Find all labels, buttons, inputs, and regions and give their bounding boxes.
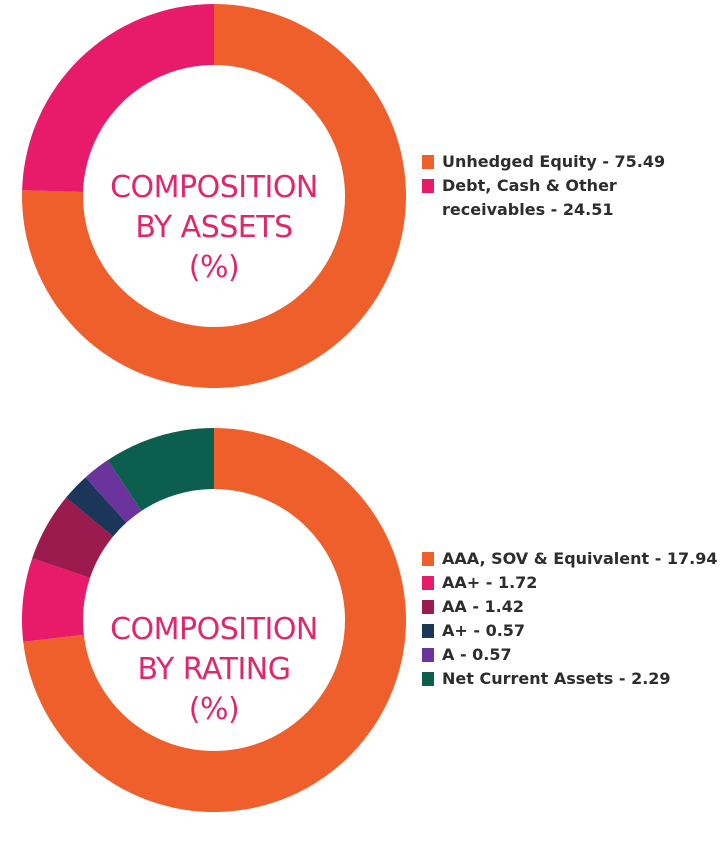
legend-label: AA - 1.42 (442, 597, 525, 616)
assets-donut-chart (22, 3, 407, 388)
donut-slice-unhedged-equity (22, 4, 407, 388)
rating-title-line-2: BY RATING (137, 652, 292, 687)
rating-legend: AAA, SOV & Equivalent - 17.94 AA+ - 1.72… (422, 547, 722, 691)
donut-slice-net-current-assets (107, 428, 214, 511)
legend-item-aaa-sov: AAA, SOV & Equivalent - 17.94 (422, 547, 722, 571)
donut-slice-aa (21, 558, 90, 642)
assets-chart-title: COMPOSITION BY ASSETS (%) (64, 168, 364, 288)
legend-item-a: A - 0.57 (422, 643, 722, 667)
legend-swatch (422, 648, 434, 662)
legend-swatch (422, 155, 434, 169)
legend-item-aa: AA - 1.42 (422, 595, 722, 619)
legend-item-a-plus: A+ - 0.57 (422, 619, 722, 643)
legend-item-aa-plus: AA+ - 1.72 (422, 571, 722, 595)
legend-label: Debt, Cash & Other receivables - 24.51 (442, 176, 617, 219)
legend-label: Unhedged Equity - 75.49 (442, 152, 666, 171)
donut-slice-aa (32, 497, 114, 578)
donut-slice-a (85, 460, 142, 523)
legend-swatch (422, 624, 434, 638)
rating-donut-chart (21, 428, 406, 812)
legend-swatch (422, 552, 434, 566)
assets-title-line-3: (%) (188, 250, 240, 285)
donut-slice-debt-cash-other-receivables (22, 3, 214, 192)
legend-swatch (422, 576, 434, 590)
legend-item-net-current-assets: Net Current Assets - 2.29 (422, 667, 722, 691)
rating-title-line-3: (%) (188, 692, 240, 727)
assets-title-line-1: COMPOSITION (110, 170, 318, 205)
rating-title-line-1: COMPOSITION (110, 612, 318, 647)
legend-item-unhedged-equity: Unhedged Equity - 75.49 (422, 150, 722, 174)
legend-swatch (422, 600, 434, 614)
legend-label: AA+ - 1.72 (442, 573, 538, 592)
legend-label: A - 0.57 (442, 645, 512, 664)
legend-swatch (422, 179, 434, 193)
legend-swatch (422, 672, 434, 686)
donut-slice-a (66, 477, 127, 537)
legend-label: Net Current Assets - 2.29 (442, 669, 671, 688)
assets-legend: Unhedged Equity - 75.49 Debt, Cash & Oth… (422, 150, 722, 222)
donut-slice-aaa-sov-equivalent (23, 428, 406, 812)
assets-title-line-2: BY ASSETS (135, 210, 293, 245)
legend-label: A+ - 0.57 (442, 621, 526, 640)
legend-label: AAA, SOV & Equivalent - 17.94 (442, 549, 718, 568)
legend-item-debt-cash-other: Debt, Cash & Other receivables - 24.51 (422, 174, 722, 222)
rating-chart-title: COMPOSITION BY RATING (%) (64, 610, 364, 730)
